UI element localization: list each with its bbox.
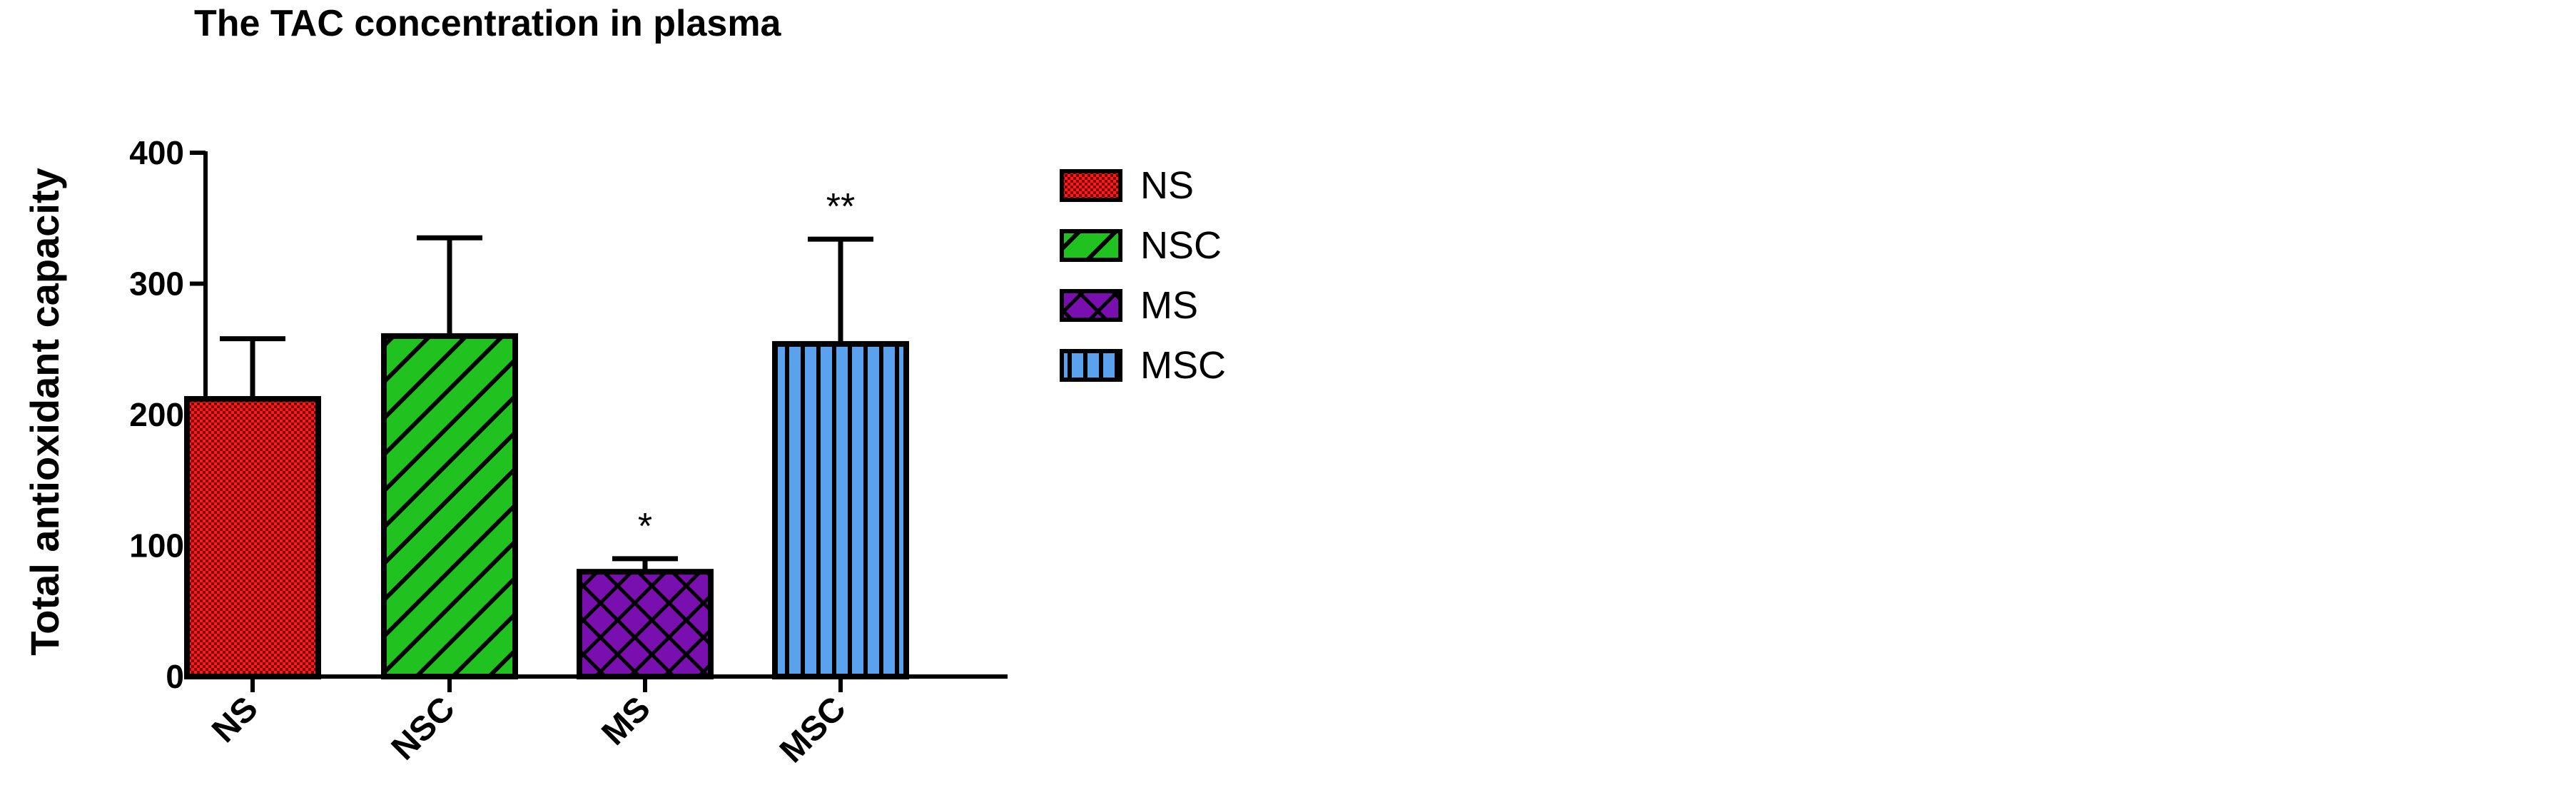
x-tick-label-msc: MSC (773, 689, 853, 770)
bar-nsc[interactable] (381, 333, 518, 679)
y-tick-label: 300 (129, 265, 184, 303)
legend: NS NSC MS MSC (1060, 164, 1226, 387)
legend-swatch-ns (1060, 169, 1122, 202)
significance-marker-ms: * (638, 506, 652, 547)
legend-swatch-nsc (1060, 229, 1122, 262)
legend-label-ms: MS (1140, 284, 1198, 327)
bar-msc[interactable] (772, 340, 909, 679)
plot-area: 0 100 200 300 400 NS NSC MS * MSC ** (129, 134, 1008, 770)
y-tick-label: 100 (129, 527, 184, 564)
y-tick-label: 400 (129, 134, 184, 171)
legend-label-msc: MSC (1140, 344, 1226, 387)
bar-ns[interactable] (184, 395, 321, 679)
legend-label-nsc: NSC (1140, 224, 1222, 267)
chart-title: The TAC concentration in plasma (194, 3, 782, 44)
x-tick-label-nsc: NSC (385, 689, 462, 767)
y-tick-label: 0 (166, 658, 184, 695)
bar-ms[interactable] (577, 569, 714, 680)
legend-label-ns: NS (1140, 164, 1194, 207)
significance-marker-msc: ** (826, 186, 855, 228)
y-axis-label: Total antioxidant capacity (22, 168, 67, 656)
x-tick-label-ns: NS (205, 689, 265, 750)
legend-swatch-ms (1060, 289, 1122, 322)
legend-swatch-msc (1060, 349, 1122, 382)
x-tick-label-ms: MS (594, 689, 657, 752)
y-tick-label: 200 (129, 396, 184, 433)
